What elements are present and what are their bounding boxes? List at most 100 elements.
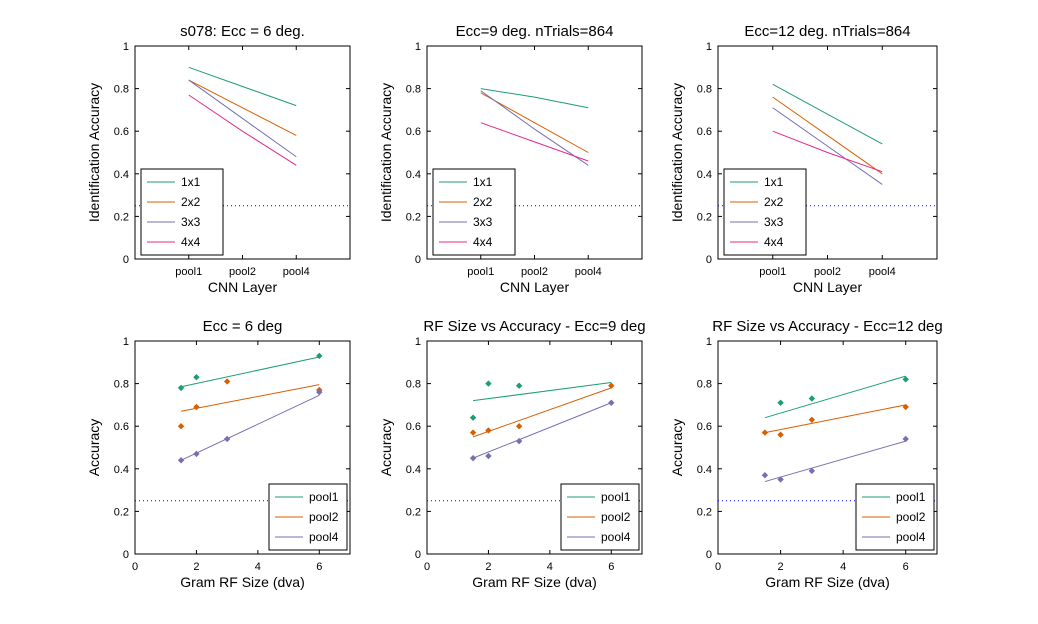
x-tick-label: pool4 [869,266,896,278]
y-axis-label: Accuracy [86,419,102,477]
legend-label: pool1 [896,490,926,504]
chart-title: s078: Ecc = 6 deg. [180,23,305,40]
y-axis-label: Identification Accuracy [86,83,102,222]
legend-label: 1x1 [181,175,201,189]
y-axis-label: Identification Accuracy [378,83,394,222]
legend-label: 2x2 [181,195,201,209]
fit-line-pool4 [764,440,906,483]
series-line-2x2 [772,96,883,175]
chart-panel-4: 0 0.2 0.4 0.6 0.8 1 0 2 4 6 pool1 pool2 pool4 Ecc = 6… [86,318,351,590]
data-point-pool1 [485,380,492,387]
series-line-1x1 [188,66,297,107]
x-axis-label: CNN Layer [500,279,570,295]
y-tick-label: 0.6 [114,421,129,433]
y-tick-label: 0.6 [114,126,129,138]
y-axis-label: Accuracy [669,419,685,477]
x-tick-label: pool4 [283,266,310,278]
y-tick-label: 1 [123,41,129,53]
data-point-pool4 [469,454,477,462]
y-tick-label: 0.8 [114,379,129,391]
series-line-4x4 [480,122,589,162]
legend-label: 2x2 [473,195,493,209]
y-tick-label: 1 [123,336,129,348]
data-point-pool4 [223,435,231,443]
x-tick-label: 6 [903,561,909,573]
data-point-pool2 [777,431,784,438]
legend: 1x1 2x2 3x3 4x4 [723,168,807,256]
y-tick-label: 0.2 [697,211,712,223]
fit-line-pool2 [764,404,906,434]
data-point-pool4 [177,457,185,464]
y-tick-label: 0 [415,254,421,266]
series-line-4x4 [772,130,883,173]
x-tick-label: 0 [132,561,138,573]
legend-label: pool1 [601,490,631,504]
axes-box [426,340,643,555]
data-point-pool4 [515,437,523,445]
x-axis-label: Gram RF Size (dva) [180,574,304,590]
y-tick-label: 1 [415,336,421,348]
y-tick-label: 0 [123,549,129,561]
data-point-pool2 [469,429,477,436]
y-tick-label: 0.4 [406,464,421,476]
data-point-pool4 [808,467,816,475]
data-point-pool4 [485,452,492,460]
legend-label: pool1 [309,490,339,504]
series-line-3x3 [772,107,883,185]
axes-box [134,340,351,555]
series-line-3x3 [480,90,589,166]
x-tick-label: 4 [840,561,846,573]
y-tick-label: 0.8 [406,84,421,96]
y-tick-label: 0.8 [406,379,421,391]
legend-label: 2x2 [764,195,784,209]
y-tick-label: 1 [706,336,712,348]
series-line-1x1 [772,83,883,145]
data-point-pool1 [902,376,909,383]
legend-label: pool4 [309,530,339,544]
legend: pool1 pool2 pool4 [268,483,348,551]
x-tick-label: pool1 [759,266,786,278]
fit-line-pool2 [180,384,320,412]
y-tick-label: 0.8 [697,84,712,96]
x-tick-label: 2 [193,561,199,573]
series-line-2x2 [480,92,589,153]
x-tick-label: 2 [485,561,491,573]
data-point-pool2 [485,427,492,434]
y-tick-label: 0.8 [114,84,129,96]
series-line-2x2 [188,79,297,136]
fit-line-pool2 [472,387,612,438]
y-tick-label: 0.2 [406,506,421,518]
x-axis-label: Gram RF Size (dva) [765,574,889,590]
legend-label: pool2 [601,510,631,524]
fit-line-pool1 [473,382,612,402]
legend-label: 4x4 [473,235,493,249]
y-tick-label: 0.6 [406,421,421,433]
data-point-pool4 [608,399,615,406]
chart-panel-5: 0 0.2 0.4 0.6 0.8 1 0 2 4 6 pool1 pool2 pool4 RF Size… [378,318,646,590]
x-axis-label: CNN Layer [793,279,863,295]
data-point-pool4 [761,471,769,479]
x-tick-label: 2 [778,561,784,573]
data-point-pool2 [761,429,769,436]
series-line-3x3 [188,79,297,158]
y-axis-label: Accuracy [378,419,394,477]
data-point-pool2 [902,403,909,411]
chart-title: RF Size vs Accuracy - Ecc=9 deg [423,318,645,335]
legend-box [432,168,516,256]
legend-label: 1x1 [764,175,784,189]
legend: 1x1 2x2 3x3 4x4 [140,168,224,256]
legend: pool1 pool2 pool4 [560,483,640,551]
data-point-pool2 [608,382,615,389]
y-tick-label: 0.2 [406,211,421,223]
data-point-pool1 [808,395,816,402]
x-tick-label: 4 [547,561,553,573]
chart-panel-3: 0 0.2 0.4 0.6 0.8 1 pool1 pool2 pool4 1x1 2x2 3x3 4x… [669,23,938,295]
legend-box [723,168,807,256]
data-point-pool1 [177,384,185,392]
data-point-pool2 [177,422,185,430]
data-point-pool2 [515,422,523,430]
legend-label: pool4 [896,530,926,544]
y-tick-label: 0.4 [697,464,712,476]
y-tick-label: 0 [706,254,712,266]
data-point-pool1 [469,414,477,421]
